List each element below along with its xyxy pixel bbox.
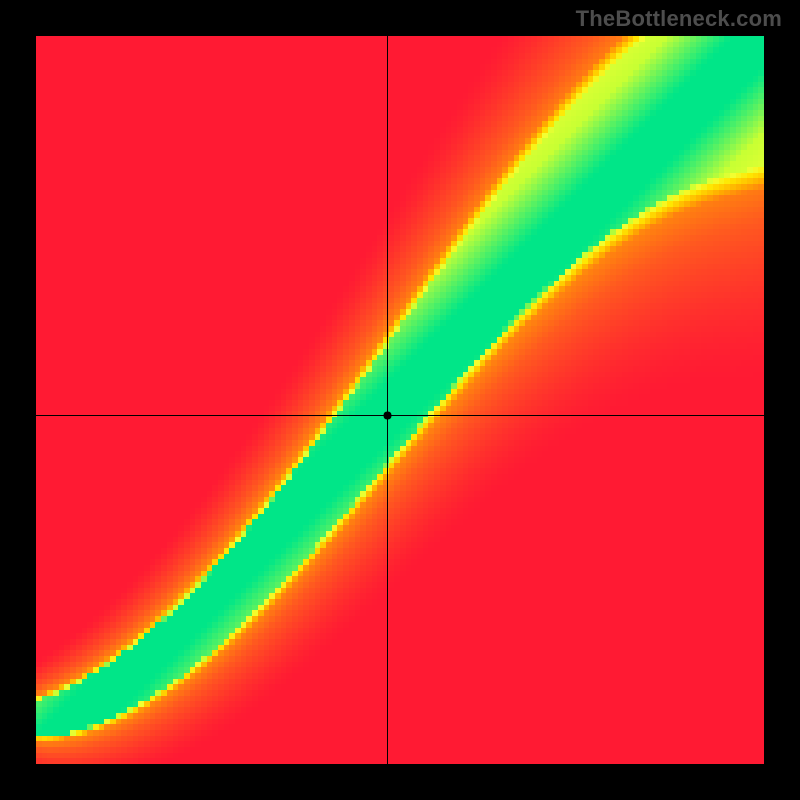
bottleneck-heatmap xyxy=(36,36,764,764)
watermark-text: TheBottleneck.com xyxy=(576,6,782,32)
chart-container: TheBottleneck.com xyxy=(0,0,800,800)
